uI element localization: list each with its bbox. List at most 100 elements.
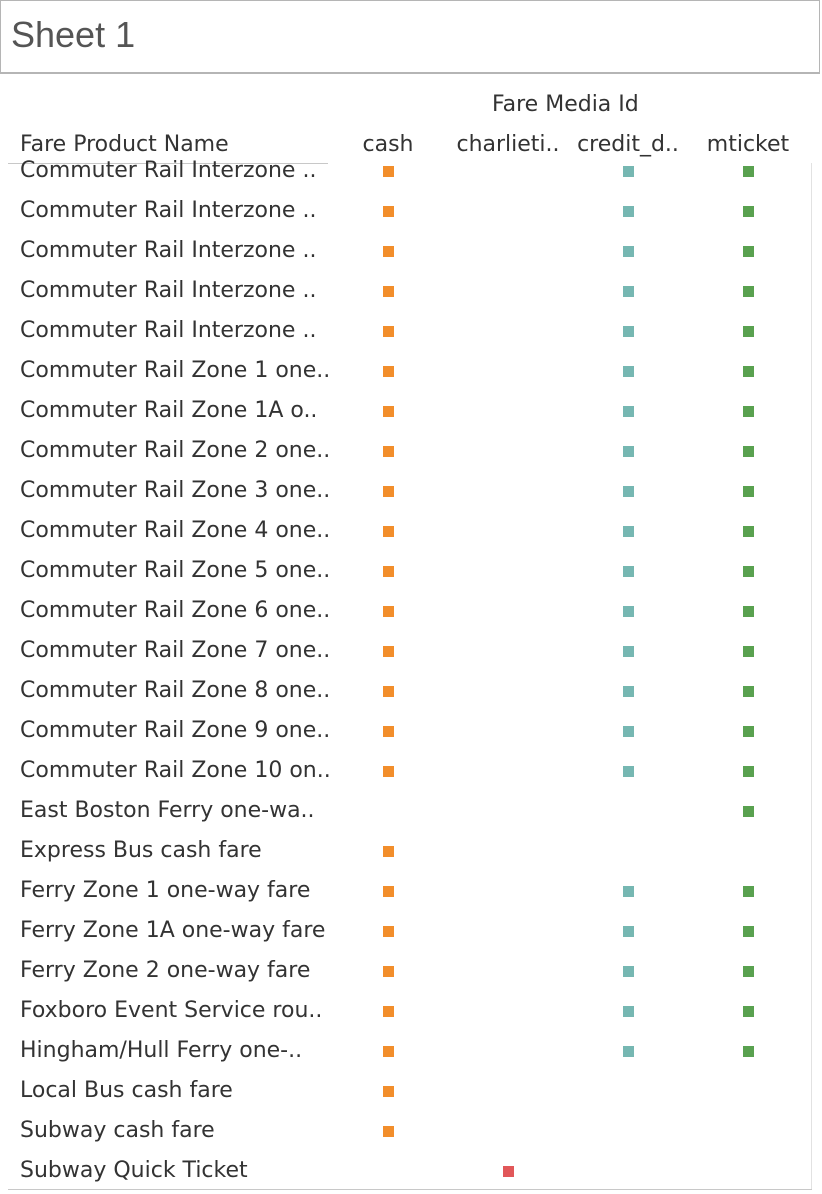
mark-credit_debit[interactable]: [622, 685, 634, 697]
row-label[interactable]: Local Bus cash fare: [20, 1078, 233, 1103]
mark-cash[interactable]: [382, 565, 394, 577]
mark-credit_debit[interactable]: [622, 325, 634, 337]
row-label[interactable]: Subway Quick Ticket: [20, 1158, 248, 1183]
mark-credit_debit[interactable]: [622, 565, 634, 577]
mark-credit_debit[interactable]: [622, 445, 634, 457]
mark-cash[interactable]: [382, 1085, 394, 1097]
mark-credit_debit[interactable]: [622, 765, 634, 777]
mark-mticket[interactable]: [742, 725, 754, 737]
row-label[interactable]: Commuter Rail Zone 5 one..: [20, 558, 331, 583]
mark-cash[interactable]: [382, 365, 394, 377]
mark-mticket[interactable]: [742, 405, 754, 417]
mark-mticket[interactable]: [742, 605, 754, 617]
mark-mticket[interactable]: [742, 565, 754, 577]
mark-cash[interactable]: [382, 205, 394, 217]
mark-credit_debit[interactable]: [622, 965, 634, 977]
row-label[interactable]: Ferry Zone 1 one-way fare: [20, 878, 311, 903]
mark-credit_debit[interactable]: [622, 205, 634, 217]
row-label[interactable]: Commuter Rail Zone 8 one..: [20, 678, 331, 703]
mark-cash[interactable]: [382, 645, 394, 657]
mark-cash[interactable]: [382, 485, 394, 497]
mark-cash[interactable]: [382, 525, 394, 537]
mark-credit_debit[interactable]: [622, 725, 634, 737]
mark-credit_debit[interactable]: [622, 1045, 634, 1057]
mark-cash[interactable]: [382, 725, 394, 737]
mark-credit_debit[interactable]: [622, 365, 634, 377]
mark-mticket[interactable]: [742, 1005, 754, 1017]
row-label[interactable]: Commuter Rail Interzone ..: [20, 318, 317, 343]
mark-mticket[interactable]: [742, 765, 754, 777]
row-label[interactable]: Commuter Rail Zone 10 on..: [20, 758, 331, 783]
mark-mticket[interactable]: [742, 205, 754, 217]
mark-cash[interactable]: [382, 285, 394, 297]
row-label[interactable]: Commuter Rail Zone 7 one..: [20, 638, 331, 663]
mark-cash[interactable]: [382, 1045, 394, 1057]
column-group-title: Fare Media Id: [492, 92, 639, 117]
mark-credit_debit[interactable]: [622, 645, 634, 657]
mark-cash[interactable]: [382, 1125, 394, 1137]
mark-mticket[interactable]: [742, 285, 754, 297]
mark-cash[interactable]: [382, 165, 394, 177]
mark-cash[interactable]: [382, 245, 394, 257]
mark-credit_debit[interactable]: [622, 925, 634, 937]
row-label[interactable]: Hingham/Hull Ferry one-..: [20, 1038, 303, 1063]
mark-credit_debit[interactable]: [622, 285, 634, 297]
row-label[interactable]: Commuter Rail Interzone ..: [20, 278, 317, 303]
mark-mticket[interactable]: [742, 965, 754, 977]
mark-credit_debit[interactable]: [622, 885, 634, 897]
mark-mticket[interactable]: [742, 165, 754, 177]
mark-mticket[interactable]: [742, 525, 754, 537]
row-label[interactable]: Commuter Rail Zone 9 one..: [20, 718, 331, 743]
mark-mticket[interactable]: [742, 685, 754, 697]
mark-mticket[interactable]: [742, 445, 754, 457]
mark-cash[interactable]: [382, 925, 394, 937]
mark-credit_debit[interactable]: [622, 525, 634, 537]
mark-cash[interactable]: [382, 405, 394, 417]
row-label[interactable]: Foxboro Event Service rou..: [20, 998, 323, 1023]
row-label[interactable]: Commuter Rail Interzone ..: [20, 158, 317, 183]
mark-cash[interactable]: [382, 845, 394, 857]
row-label[interactable]: Ferry Zone 1A one-way fare: [20, 918, 326, 943]
mark-mticket[interactable]: [742, 325, 754, 337]
row-label[interactable]: Commuter Rail Zone 6 one..: [20, 598, 331, 623]
column-header-mticket[interactable]: mticket: [706, 132, 790, 157]
mark-credit_debit[interactable]: [622, 1005, 634, 1017]
row-label[interactable]: Ferry Zone 2 one-way fare: [20, 958, 311, 983]
row-label[interactable]: Commuter Rail Zone 1A o..: [20, 398, 318, 423]
mark-mticket[interactable]: [742, 925, 754, 937]
mark-mticket[interactable]: [742, 365, 754, 377]
mark-cash[interactable]: [382, 765, 394, 777]
mark-credit_debit[interactable]: [622, 485, 634, 497]
mark-credit_debit[interactable]: [622, 605, 634, 617]
row-label[interactable]: Subway cash fare: [20, 1118, 215, 1143]
mark-mticket[interactable]: [742, 885, 754, 897]
mark-cash[interactable]: [382, 885, 394, 897]
mark-mticket[interactable]: [742, 485, 754, 497]
row-label[interactable]: Commuter Rail Zone 3 one..: [20, 478, 331, 503]
row-label[interactable]: Express Bus cash fare: [20, 838, 262, 863]
mark-credit_debit[interactable]: [622, 165, 634, 177]
column-header-credit-debit[interactable]: credit_d..: [577, 132, 679, 157]
mark-mticket[interactable]: [742, 1045, 754, 1057]
row-label[interactable]: Commuter Rail Zone 4 one..: [20, 518, 331, 543]
mark-cash[interactable]: [382, 445, 394, 457]
mark-charlieticket[interactable]: [502, 1165, 514, 1177]
sheet-title: Sheet 1: [11, 14, 136, 55]
mark-cash[interactable]: [382, 1005, 394, 1017]
mark-credit_debit[interactable]: [622, 245, 634, 257]
row-label[interactable]: Commuter Rail Interzone ..: [20, 238, 317, 263]
mark-credit_debit[interactable]: [622, 405, 634, 417]
row-label[interactable]: Commuter Rail Zone 1 one..: [20, 358, 331, 383]
mark-mticket[interactable]: [742, 245, 754, 257]
mark-mticket[interactable]: [742, 805, 754, 817]
row-label[interactable]: Commuter Rail Interzone ..: [20, 198, 317, 223]
row-label[interactable]: East Boston Ferry one-wa..: [20, 798, 315, 823]
mark-cash[interactable]: [382, 965, 394, 977]
mark-cash[interactable]: [382, 685, 394, 697]
column-header-charlieticket[interactable]: charlieti..: [456, 132, 560, 157]
mark-cash[interactable]: [382, 605, 394, 617]
row-label[interactable]: Commuter Rail Zone 2 one..: [20, 438, 331, 463]
column-header-cash[interactable]: cash: [362, 132, 414, 157]
mark-mticket[interactable]: [742, 645, 754, 657]
mark-cash[interactable]: [382, 325, 394, 337]
